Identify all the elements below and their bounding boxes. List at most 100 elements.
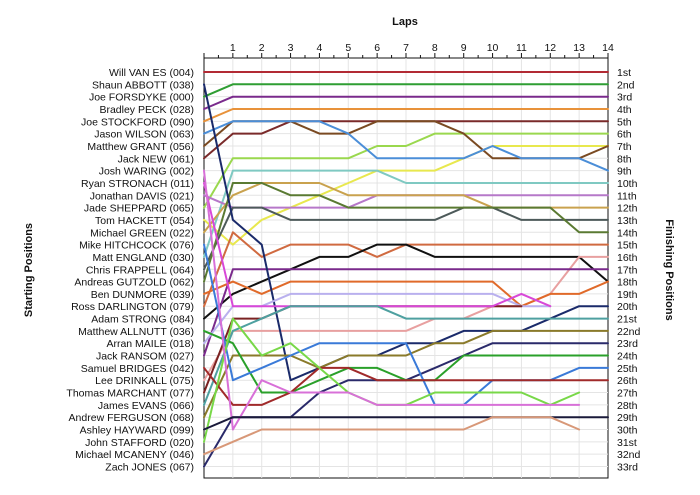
start-position-label: Thomas MARCHANT (077) bbox=[66, 388, 194, 400]
start-position-label: Mike HITCHCOCK (076) bbox=[79, 240, 194, 252]
finish-position-label: 1st bbox=[617, 67, 631, 79]
x-tick-label: 4 bbox=[317, 42, 323, 54]
finish-position-label: 23rd bbox=[617, 338, 638, 350]
finish-position-label: 20th bbox=[617, 301, 638, 313]
start-position-label: Shaun ABBOTT (038) bbox=[92, 79, 194, 91]
series-line-2 bbox=[203, 83, 609, 98]
finish-position-label: 12th bbox=[617, 203, 638, 215]
finish-position-label: 3rd bbox=[617, 92, 632, 104]
start-position-label: James EVANS (066) bbox=[98, 400, 194, 412]
finish-position-label: 5th bbox=[617, 116, 632, 128]
series-line-33 bbox=[203, 416, 581, 456]
start-position-label: Jack RANSOM (027) bbox=[96, 351, 194, 363]
start-position-label: Michael GREEN (022) bbox=[90, 227, 194, 239]
finish-position-label: 4th bbox=[617, 104, 632, 116]
start-position-label: Joe STOCKFORD (090) bbox=[81, 116, 194, 128]
series-line-29 bbox=[203, 366, 609, 406]
start-position-label: Matthew GRANT (056) bbox=[87, 141, 194, 153]
finish-position-label: 32nd bbox=[617, 449, 641, 461]
x-tick-label: 11 bbox=[516, 42, 527, 54]
start-position-label: Andreas GUTZOLD (062) bbox=[74, 277, 194, 289]
x-tick-label: 6 bbox=[374, 42, 380, 54]
x-tick-label: 14 bbox=[602, 42, 614, 54]
finish-position-label: 16th bbox=[617, 252, 638, 264]
start-position-label: Ashley HAYWARD (099) bbox=[80, 425, 194, 437]
series-line-7 bbox=[203, 145, 609, 246]
series-line-13 bbox=[203, 206, 609, 271]
series-line-10 bbox=[203, 169, 609, 258]
start-position-label: John STAFFORD (020) bbox=[85, 437, 194, 449]
start-position-label: Jonathan DAVIS (021) bbox=[90, 190, 194, 202]
start-position-label: Michael MCANENY (046) bbox=[75, 449, 194, 461]
finish-position-label: 10th bbox=[617, 178, 638, 190]
start-position-label: Matthew ALLNUTT (036) bbox=[78, 326, 194, 338]
start-position-label: Tom HACKETT (054) bbox=[95, 215, 194, 227]
x-axis-title: Laps bbox=[392, 16, 418, 28]
start-position-label: Will VAN ES (004) bbox=[109, 67, 194, 79]
finish-position-label: 9th bbox=[617, 166, 632, 178]
y-axis-title-right: Finishing Positions bbox=[663, 219, 675, 320]
y-axis-title-left: Starting Positions bbox=[23, 223, 35, 317]
series-line-14 bbox=[203, 182, 609, 283]
start-position-label: Joe FORSDYKE (000) bbox=[89, 92, 194, 104]
series-line-6 bbox=[203, 132, 609, 209]
x-tick-label: 3 bbox=[288, 42, 294, 54]
finish-position-label: 26th bbox=[617, 375, 638, 387]
finish-position-label: 18th bbox=[617, 277, 638, 289]
start-position-label: Ryan STRONACH (011) bbox=[81, 178, 194, 190]
finish-position-label: 15th bbox=[617, 240, 638, 252]
start-position-label: Andrew FERGUSON (068) bbox=[69, 412, 194, 424]
finish-position-label: 33rd bbox=[617, 462, 638, 474]
start-position-label: Jack NEW (061) bbox=[118, 153, 194, 165]
x-tick-label: 8 bbox=[432, 42, 438, 54]
finish-position-label: 13th bbox=[617, 215, 638, 227]
series-line-18 bbox=[203, 268, 609, 357]
finish-position-label: 24th bbox=[617, 351, 638, 363]
x-tick-label: 9 bbox=[461, 42, 467, 54]
finish-position-label: 21st bbox=[617, 314, 637, 326]
start-position-label: Jason WILSON (063) bbox=[94, 129, 194, 141]
series-line-24 bbox=[203, 305, 609, 406]
finish-position-label: 30th bbox=[617, 425, 638, 437]
series-line-31 bbox=[203, 169, 581, 431]
finish-position-label: 25th bbox=[617, 363, 638, 375]
start-position-label: Zach JONES (067) bbox=[105, 462, 194, 474]
start-position-label: Bradley PECK (028) bbox=[99, 104, 194, 116]
finish-position-label: 6th bbox=[617, 129, 632, 141]
start-position-label: Chris FRAPPELL (064) bbox=[86, 264, 194, 276]
x-tick-label: 7 bbox=[403, 42, 409, 54]
x-tick-label: 13 bbox=[573, 42, 585, 54]
series-line-9 bbox=[203, 120, 609, 172]
series-lines bbox=[203, 71, 609, 468]
finish-position-label: 31st bbox=[617, 437, 637, 449]
start-position-label: Ben DUNMORE (039) bbox=[91, 289, 194, 301]
start-position-label: Arran MAILE (018) bbox=[106, 338, 194, 350]
finish-position-label: 19th bbox=[617, 289, 638, 301]
start-position-label: Lee DRINKALL (075) bbox=[95, 375, 194, 387]
grid-lines bbox=[203, 53, 609, 479]
start-position-label: Samuel BRIDGES (042) bbox=[81, 363, 194, 375]
start-position-label: Adam STRONG (084) bbox=[91, 314, 194, 326]
series-line-4 bbox=[203, 108, 609, 123]
start-position-label: Josh WARING (002) bbox=[99, 166, 194, 178]
finish-position-label: 14th bbox=[617, 227, 638, 239]
finish-position-label: 8th bbox=[617, 153, 632, 165]
finish-position-label: 7th bbox=[617, 141, 632, 153]
finish-position-label: 22nd bbox=[617, 326, 641, 338]
finish-position-label: 2nd bbox=[617, 79, 635, 91]
series-line-16 bbox=[203, 243, 609, 320]
x-tick-label: 1 bbox=[230, 42, 236, 54]
series-line-3 bbox=[203, 95, 609, 110]
x-tick-label: 10 bbox=[487, 42, 499, 54]
finish-position-label: 11th bbox=[617, 190, 637, 202]
finish-position-label: 29th bbox=[617, 412, 638, 424]
series-line-25 bbox=[203, 329, 609, 419]
x-tick-label: 2 bbox=[259, 42, 265, 54]
start-position-label: Ross DARLINGTON (079) bbox=[71, 301, 194, 313]
finish-position-label: 28th bbox=[617, 400, 638, 412]
x-tick-label: 5 bbox=[345, 42, 351, 54]
start-position-label: Jade SHEPPARD (065) bbox=[84, 203, 194, 215]
